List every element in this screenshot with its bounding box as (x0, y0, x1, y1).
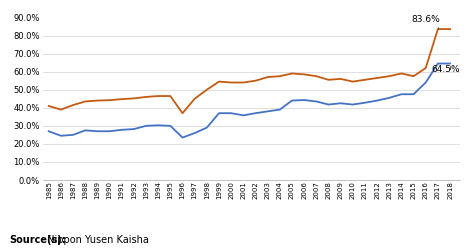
Text: Nippon Yusen Kaisha: Nippon Yusen Kaisha (44, 235, 148, 245)
Top 10 Share (411, 75, 417, 78)
Top 10 Share (399, 72, 404, 75)
Top 5 Share (119, 128, 125, 131)
Top 5 Share (277, 108, 283, 111)
Top 10 Share (228, 81, 234, 84)
Top 10 Share (423, 66, 428, 70)
Top 10 Share (350, 80, 356, 83)
Top 5 Share (411, 93, 417, 96)
Top 5 Share (58, 134, 64, 137)
Top 5 Share (423, 81, 428, 84)
Top 5 Share (386, 96, 392, 99)
Top 10 Share (447, 28, 453, 30)
Top 10 Share (119, 98, 125, 100)
Top 5 Share (374, 99, 380, 102)
Top 10 Share (143, 96, 149, 98)
Line: Top 5 Share: Top 5 Share (49, 64, 450, 138)
Top 10 Share (301, 73, 307, 76)
Text: 64.5%: 64.5% (432, 65, 460, 74)
Top 10 Share (435, 28, 441, 30)
Top 10 Share (374, 76, 380, 80)
Top 10 Share (94, 99, 100, 102)
Text: 83.6%: 83.6% (411, 15, 440, 29)
Top 10 Share (46, 104, 52, 108)
Top 5 Share (82, 129, 88, 132)
Top 5 Share (228, 112, 234, 115)
Top 10 Share (70, 104, 76, 106)
Top 5 Share (289, 99, 295, 102)
Top 10 Share (326, 78, 331, 81)
Top 10 Share (386, 75, 392, 78)
Top 10 Share (131, 97, 137, 100)
Top 10 Share (216, 80, 222, 83)
Top 10 Share (313, 75, 319, 78)
Top 5 Share (143, 124, 149, 127)
Line: Top 10 Share: Top 10 Share (49, 29, 450, 113)
Top 5 Share (155, 124, 161, 127)
Top 5 Share (265, 110, 271, 113)
Top 10 Share (265, 76, 271, 78)
Top 10 Share (155, 94, 161, 98)
Top 5 Share (46, 130, 52, 133)
Top 5 Share (350, 103, 356, 106)
Top 10 Share (277, 75, 283, 78)
Top 5 Share (107, 130, 112, 133)
Top 5 Share (326, 103, 331, 106)
Top 5 Share (240, 114, 246, 117)
Top 5 Share (435, 62, 441, 65)
Top 5 Share (192, 132, 198, 134)
Top 10 Share (289, 72, 295, 75)
Top 5 Share (338, 102, 344, 105)
Top 10 Share (204, 88, 210, 91)
Text: Source(s):: Source(s): (9, 235, 66, 245)
Top 10 Share (58, 108, 64, 111)
Top 5 Share (253, 112, 258, 115)
Top 10 Share (107, 99, 112, 102)
Top 5 Share (180, 136, 185, 139)
Top 5 Share (94, 130, 100, 133)
Top 10 Share (82, 100, 88, 103)
Top 5 Share (204, 126, 210, 129)
Top 5 Share (131, 128, 137, 130)
Top 5 Share (362, 101, 368, 104)
Top 5 Share (447, 62, 453, 65)
Top 5 Share (301, 98, 307, 102)
Top 10 Share (167, 94, 173, 98)
Top 10 Share (180, 112, 185, 115)
Top 10 Share (192, 97, 198, 100)
Top 5 Share (313, 100, 319, 103)
Top 5 Share (216, 112, 222, 115)
Top 10 Share (253, 79, 258, 82)
Top 10 Share (362, 78, 368, 81)
Top 5 Share (399, 93, 404, 96)
Top 10 Share (240, 81, 246, 84)
Top 10 Share (338, 78, 344, 80)
Top 5 Share (70, 133, 76, 136)
Top 5 Share (167, 124, 173, 127)
Legend: Top 5 Share, Top 10 Share: Top 5 Share, Top 10 Share (139, 246, 321, 250)
